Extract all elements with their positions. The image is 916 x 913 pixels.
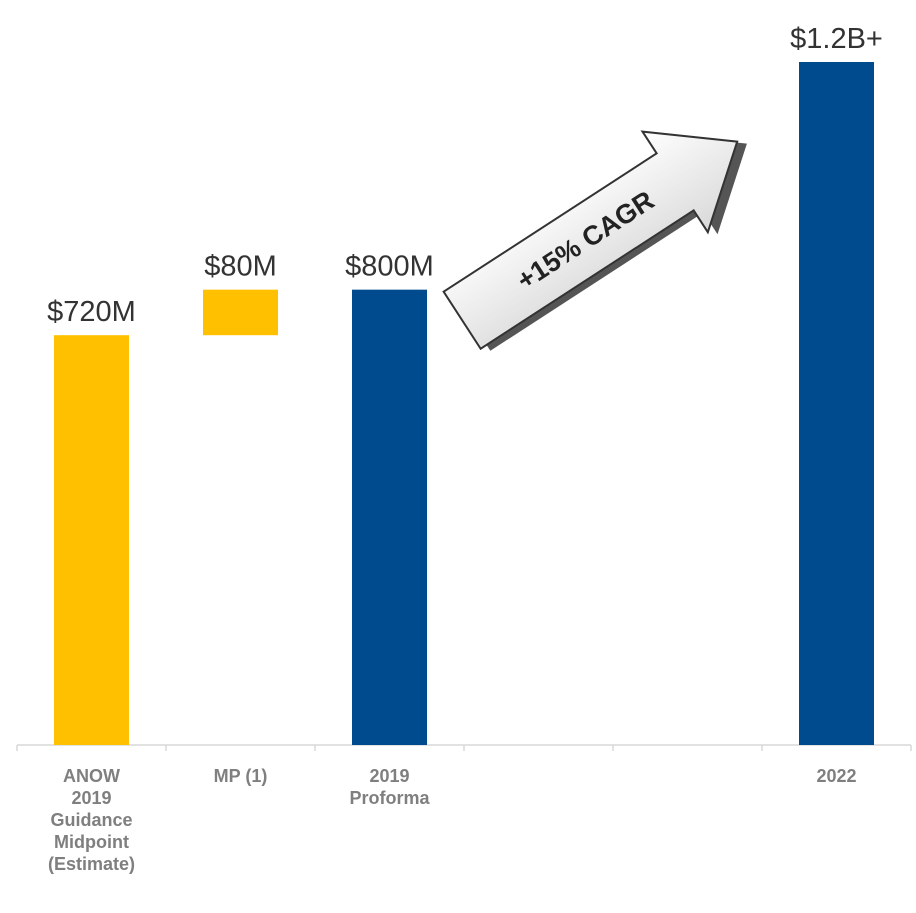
cagr-arrow: +15% CAGR [442,130,747,351]
arrow [442,130,739,351]
value-label: $800M [345,251,434,283]
bar [203,289,278,336]
x-tick-label: ANOW 2019 Guidance Midpoint (Estimate) [47,766,136,874]
x-tick-label: 2022 [816,766,857,786]
value-label: $80M [204,251,277,283]
bar [799,62,874,745]
bar [54,335,129,745]
x-tick-label: MP (1) [213,766,268,786]
bar [352,289,427,745]
value-label: $1.2B+ [790,23,883,55]
value-label: $720M [47,296,136,328]
x-tick-label: 2019 Proforma [349,766,430,808]
